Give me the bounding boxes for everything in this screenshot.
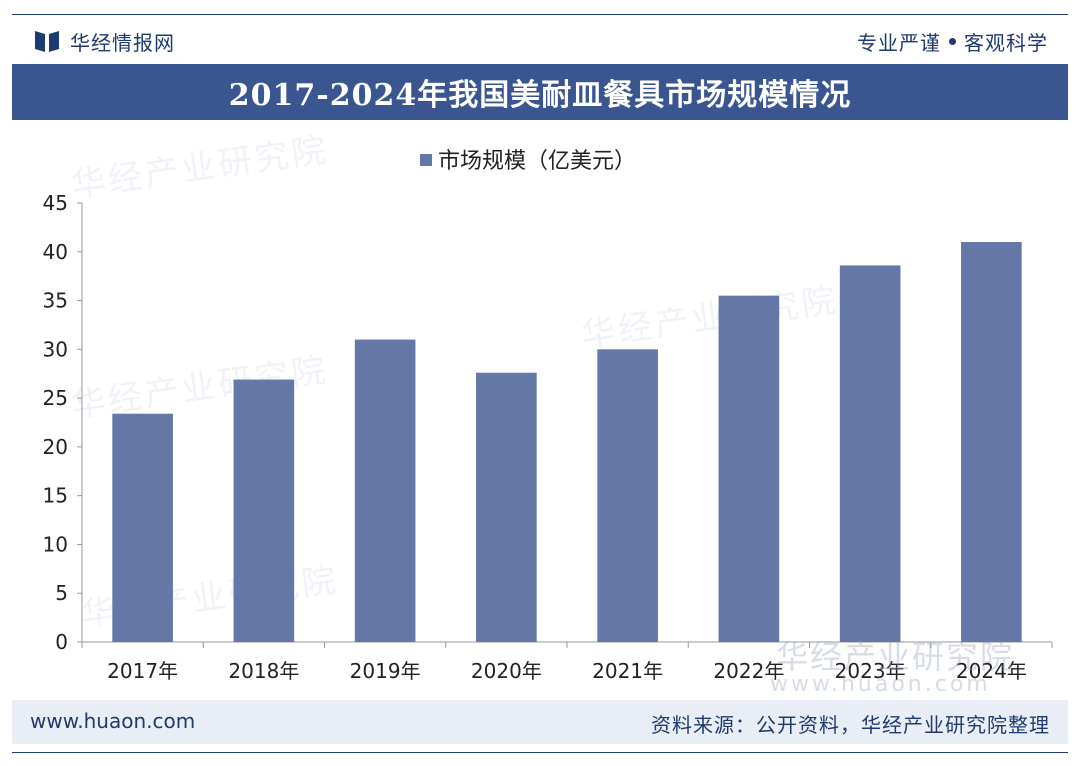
- footer: www.huaon.com 资料来源：公开资料，华经产业研究院整理: [12, 700, 1068, 744]
- legend-swatch: [420, 154, 432, 166]
- logo-text: 华经情报网: [70, 30, 175, 55]
- bar: [354, 339, 416, 642]
- x-tick-label: 2020年: [471, 659, 542, 683]
- watermark-overlay-url: www.huaon.com: [770, 672, 991, 697]
- y-tick-label: 20: [43, 435, 68, 459]
- y-tick-label: 0: [55, 630, 68, 654]
- legend: 市场规模（亿美元）: [420, 149, 636, 174]
- slogan: 专业严谨 客观科学: [857, 26, 1048, 56]
- x-tick-label: 2019年: [350, 659, 421, 683]
- bar: [961, 242, 1022, 642]
- bars: [112, 242, 1022, 642]
- y-tick-label: 15: [43, 484, 68, 508]
- footer-source: 资料来源：公开资料，华经产业研究院整理: [651, 713, 1050, 737]
- title-band: 2017-2024年我国美耐皿餐具市场规模情况: [12, 64, 1068, 120]
- bar: [597, 349, 658, 642]
- x-tick-label: 2023年: [835, 659, 906, 683]
- x-tick-label: 2017年: [107, 659, 178, 683]
- slogan-left: 专业严谨: [857, 30, 941, 55]
- bar: [839, 265, 901, 642]
- logo: 华经情报网: [34, 26, 175, 56]
- bar: [718, 295, 780, 642]
- x-axis-ticks: 2017年 2018年 2019年 2020年 2021年 2022年 2023年 2024年: [81, 642, 1053, 683]
- y-tick-label: 5: [55, 581, 68, 605]
- x-tick-label: 2018年: [228, 659, 299, 683]
- top-rule: [12, 14, 1068, 15]
- legend-label: 市场规模（亿美元）: [438, 149, 636, 174]
- bullet-icon: [949, 37, 956, 45]
- y-tick-label: 35: [43, 289, 68, 313]
- bar: [112, 413, 173, 642]
- y-tick-label: 45: [43, 191, 68, 215]
- bar: [233, 379, 295, 642]
- bottom-rule: [12, 752, 1068, 753]
- x-tick-label: 2021年: [592, 659, 663, 683]
- axes: [81, 203, 1052, 643]
- y-axis-ticks: 0 5 10 15 20 25 30 35 40 45: [43, 191, 82, 654]
- chart-title: 2017-2024年我国美耐皿餐具市场规模情况: [228, 78, 852, 113]
- x-tick-label: 2024年: [956, 659, 1027, 683]
- y-tick-label: 10: [43, 532, 68, 556]
- header: 华经情报网 专业严谨 客观科学: [0, 0, 1080, 62]
- slogan-right: 客观科学: [964, 30, 1048, 55]
- watermark-overlay-text: 华经产业研究院: [776, 638, 1015, 676]
- book-logo-icon: [35, 31, 59, 52]
- bar: [476, 372, 537, 642]
- y-tick-label: 30: [43, 337, 68, 361]
- y-tick-label: 40: [43, 240, 68, 264]
- x-tick-label: 2022年: [713, 659, 784, 683]
- footer-site-link[interactable]: www.huaon.com: [30, 709, 196, 733]
- y-tick-label: 25: [43, 386, 68, 410]
